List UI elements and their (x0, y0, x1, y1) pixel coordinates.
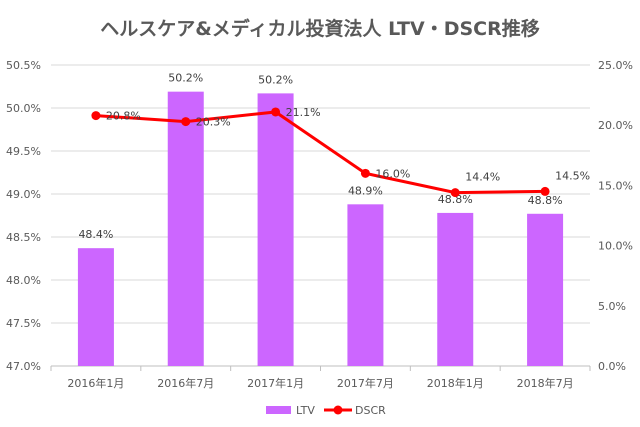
left-tick-label: 47.5% (6, 317, 41, 330)
dscr-point (360, 168, 370, 178)
x-tick-label: 2017年7月 (337, 376, 394, 390)
line-data-label: 20.3% (196, 116, 231, 129)
dscr-point (450, 188, 460, 198)
bar-ltv (167, 91, 204, 366)
line-data-label: 14.4% (465, 171, 500, 184)
bar-ltv (347, 204, 384, 366)
line-data-label: 20.8% (106, 110, 141, 123)
bar-ltv (257, 93, 294, 366)
bar-data-label: 48.8% (528, 194, 563, 207)
right-tick-label: 10.0% (598, 240, 633, 253)
line-data-label: 16.0% (375, 167, 410, 180)
bar-ltv (77, 248, 114, 366)
dscr-point (91, 111, 101, 121)
x-tick-label: 2018年1月 (427, 376, 484, 390)
chart-title: ヘルスケア&メディカル投資法人 LTV・DSCR推移 (100, 18, 540, 40)
bar-data-label: 50.2% (168, 72, 203, 85)
legend-ltv-swatch (266, 406, 291, 414)
legend-dscr-label: DSCR (355, 404, 386, 417)
legend-dscr-marker (333, 405, 343, 415)
x-tick-label: 2016年1月 (67, 376, 124, 390)
x-tick-label: 2018年7月 (517, 376, 574, 390)
bar-data-label: 50.2% (258, 73, 293, 86)
left-tick-label: 47.0% (6, 360, 41, 373)
left-tick-label: 49.0% (6, 188, 41, 201)
line-data-label: 21.1% (286, 106, 321, 119)
right-tick-label: 5.0% (598, 300, 626, 313)
bar-ltv (527, 213, 564, 366)
left-tick-label: 50.0% (6, 102, 41, 115)
x-tick-label: 2017年1月 (247, 376, 304, 390)
right-tick-label: 15.0% (598, 179, 633, 192)
left-tick-label: 50.5% (6, 59, 41, 72)
dscr-point (271, 107, 281, 117)
bar-data-label: 48.8% (438, 193, 473, 206)
dscr-point (181, 117, 191, 127)
x-tick-label: 2016年7月 (157, 376, 214, 390)
line-dscr (95, 110, 546, 195)
bar-data-label: 48.4% (78, 228, 113, 241)
left-tick-label: 48.0% (6, 274, 41, 287)
left-tick-label: 48.5% (6, 231, 41, 244)
line-data-label: 14.5% (555, 169, 590, 182)
right-tick-label: 20.0% (598, 119, 633, 132)
bar-data-label: 48.9% (348, 184, 383, 197)
dscr-point (540, 186, 550, 196)
legend-ltv-label: LTV (296, 404, 315, 417)
right-tick-label: 0.0% (598, 360, 626, 373)
right-tick-label: 25.0% (598, 59, 633, 72)
left-tick-label: 49.5% (6, 145, 41, 158)
bar-ltv (437, 212, 474, 366)
